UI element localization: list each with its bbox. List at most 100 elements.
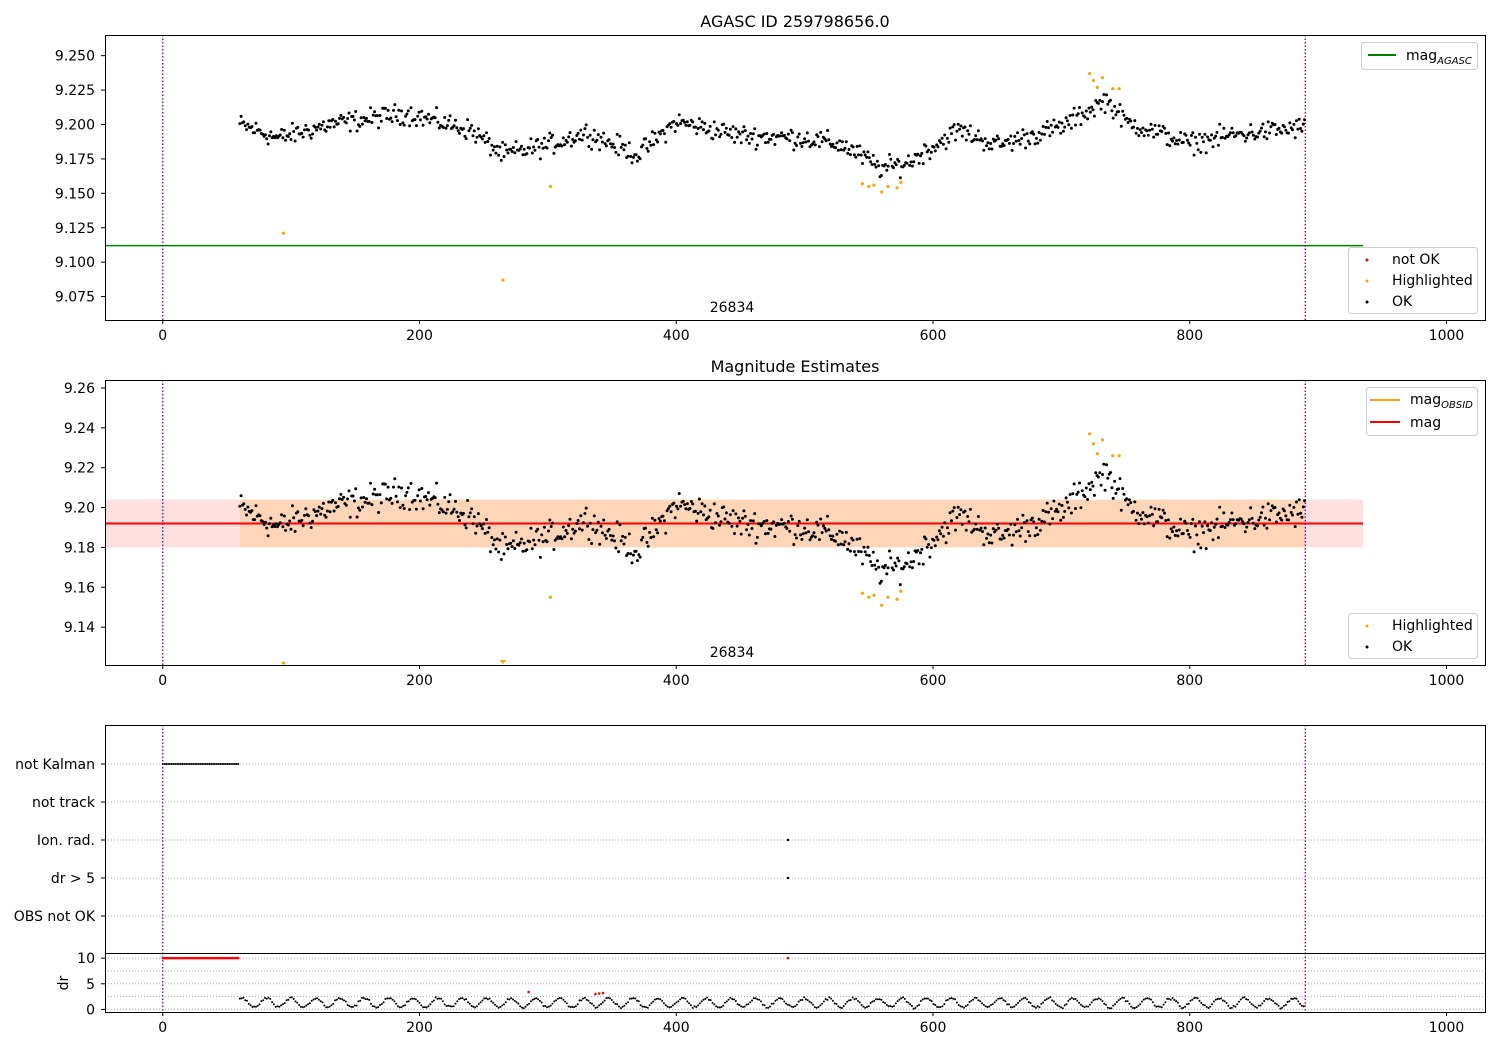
- dr-point: [454, 1002, 457, 1005]
- ok-point: [610, 145, 614, 149]
- dr-point: [310, 999, 313, 1002]
- ok-point: [592, 514, 596, 518]
- ok-point: [541, 146, 545, 150]
- legend-highlighted-label: Highlighted: [1392, 618, 1473, 634]
- ok-point: [879, 174, 883, 177]
- dr-point: [1279, 1007, 1282, 1010]
- dr-point: [991, 1003, 994, 1006]
- ok-point: [370, 503, 374, 507]
- ok-point: [493, 538, 496, 542]
- ok-point: [773, 143, 777, 146]
- ok-point: [990, 147, 994, 151]
- ok-point: [250, 125, 254, 129]
- ok-point: [1001, 533, 1005, 537]
- ok-point: [1284, 128, 1288, 132]
- ok-point: [425, 117, 429, 121]
- ok-point: [1268, 131, 1272, 135]
- ok-point: [1087, 482, 1091, 486]
- ok-point: [284, 138, 288, 142]
- ok-point: [1014, 530, 1018, 534]
- not-ok-point: [206, 956, 209, 960]
- ok-point: [396, 500, 399, 504]
- ok-point: [875, 559, 879, 563]
- ok-point: [747, 533, 751, 537]
- ok-point: [301, 524, 305, 528]
- ok-point: [1106, 476, 1110, 480]
- ok-point: [933, 149, 937, 153]
- ok-point: [456, 129, 460, 133]
- dr-point: [754, 997, 757, 1000]
- ok-point: [258, 128, 262, 132]
- ok-point: [591, 528, 595, 532]
- ok-point: [867, 156, 871, 160]
- ok-point: [908, 163, 912, 167]
- dr-point: [1008, 1003, 1010, 1006]
- dr-point: [862, 1005, 865, 1008]
- ok-point: [361, 122, 364, 126]
- ok-point: [280, 128, 284, 131]
- dr-point: [758, 998, 761, 1001]
- highlighted-point: [895, 186, 899, 190]
- not-ok-point: [786, 956, 790, 960]
- dr-point: [619, 1007, 622, 1010]
- ok-point: [1043, 520, 1046, 524]
- ok-point: [724, 511, 728, 515]
- ok-point: [840, 140, 844, 144]
- ok-point: [303, 513, 306, 517]
- not-ok-point: [231, 956, 235, 960]
- ok-point: [1226, 523, 1230, 527]
- ok-point: [1184, 521, 1188, 525]
- ok-point: [400, 486, 403, 490]
- dr-point: [1277, 1004, 1280, 1007]
- ok-point: [351, 115, 355, 118]
- ok-point: [1010, 148, 1014, 152]
- ok-point: [292, 130, 296, 133]
- dr-point: [429, 1003, 432, 1006]
- dr-point: [490, 1000, 493, 1003]
- ok-point: [1288, 503, 1292, 507]
- ok-point: [373, 487, 377, 491]
- y-tick-label: 9.26: [64, 381, 95, 397]
- not-ok-point: [601, 991, 605, 995]
- ok-point: [1200, 524, 1204, 528]
- ok-point: [595, 138, 599, 142]
- ok-point: [835, 141, 839, 145]
- ok-point: [1129, 119, 1133, 123]
- dr-point: [594, 1006, 597, 1009]
- dr-point: [375, 1006, 378, 1009]
- dr-point: [549, 1004, 552, 1007]
- ok-point: [789, 128, 793, 132]
- ok-point: [916, 549, 920, 552]
- ok-point: [943, 521, 947, 525]
- ok-point: [734, 127, 738, 131]
- dr-point: [542, 1005, 545, 1007]
- dr-point: [867, 1005, 870, 1008]
- dr-point: [486, 998, 489, 1001]
- ok-point: [681, 118, 685, 122]
- dr-point: [461, 997, 464, 1000]
- ok-point: [1297, 498, 1301, 502]
- dr-point: [427, 1005, 430, 1008]
- ok-point: [1068, 493, 1072, 496]
- ok-point: [811, 534, 815, 538]
- ok-point: [932, 145, 936, 149]
- ok-point: [691, 502, 695, 506]
- ok-point: [1256, 135, 1259, 139]
- not-ok-point: [233, 956, 236, 960]
- flag-point: [163, 763, 166, 765]
- ok-point: [1215, 130, 1219, 134]
- ok-point: [510, 545, 514, 549]
- ok-point: [679, 504, 683, 508]
- ok-point: [598, 148, 602, 152]
- ok-point: [397, 108, 401, 112]
- ok-point: [447, 500, 451, 504]
- dr-point: [878, 998, 881, 1001]
- ok-point: [919, 154, 922, 158]
- ok-point: [316, 125, 320, 129]
- legend-mag-label: mag: [1410, 415, 1441, 431]
- ok-point: [702, 513, 705, 517]
- y-tick-label: 5: [86, 977, 95, 993]
- dr-point: [1232, 1004, 1235, 1007]
- ok-point: [1152, 135, 1156, 139]
- dr-point: [1056, 1004, 1059, 1007]
